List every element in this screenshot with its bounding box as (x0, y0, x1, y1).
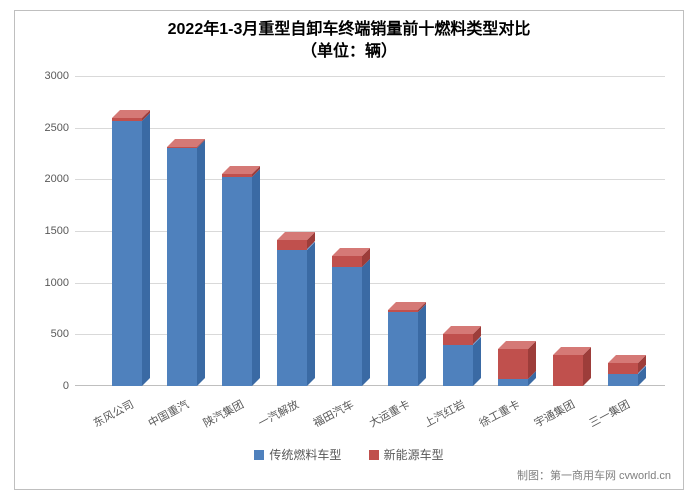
bar-group: 宇通集团 (541, 76, 596, 386)
bar-segment (222, 177, 252, 386)
bar-group: 东风公司 (99, 76, 154, 386)
x-axis-tick-label: 中国重汽 (145, 396, 191, 431)
plot-area: 050010001500200025003000东风公司中国重汽陕汽集团一汽解放… (75, 76, 665, 386)
title-line-2: （单位：辆） (15, 41, 683, 63)
bar-group: 一汽解放 (265, 76, 320, 386)
bar-group: 上汽红岩 (430, 76, 485, 386)
bar-segment (388, 310, 418, 312)
legend-swatch (369, 450, 379, 460)
bar-segment (608, 374, 638, 386)
bar-segment (498, 349, 528, 379)
y-axis-tick-label: 2500 (45, 122, 75, 134)
bar-segment (277, 240, 307, 249)
x-axis-tick-label: 宇通集团 (531, 396, 577, 431)
y-axis-tick-label: 1000 (45, 277, 75, 289)
x-axis-tick-label: 大运重卡 (366, 396, 412, 431)
bar-group: 大运重卡 (375, 76, 430, 386)
y-axis-tick-label: 0 (63, 380, 75, 392)
bar-group: 中国重汽 (154, 76, 209, 386)
bar-group: 徐工重卡 (485, 76, 540, 386)
legend-label: 传统燃料车型 (269, 446, 341, 463)
bar-group: 福田汽车 (320, 76, 375, 386)
bar-segment (443, 345, 473, 386)
y-axis-tick-label: 2000 (45, 173, 75, 185)
bar-segment (553, 355, 583, 386)
y-axis-tick-label: 500 (51, 328, 75, 340)
chart-title: 2022年1-3月重型自卸车终端销量前十燃料类型对比 （单位：辆） (15, 11, 683, 64)
bar-segment (443, 334, 473, 344)
x-axis-tick-label: 陕汽集团 (200, 396, 246, 431)
bar-segment (167, 147, 197, 148)
legend-swatch (254, 450, 264, 460)
x-axis-tick-label: 徐工重卡 (476, 396, 522, 431)
bar-group: 三一集团 (596, 76, 651, 386)
x-axis-tick-label: 三一集团 (587, 396, 633, 431)
bar-segment (388, 312, 418, 386)
bar-segment (608, 363, 638, 373)
bar-segment (332, 267, 362, 386)
bar-segment (498, 379, 528, 386)
x-axis-tick-label: 东风公司 (90, 396, 136, 431)
legend-label: 新能源车型 (384, 446, 444, 463)
title-line-1: 2022年1-3月重型自卸车终端销量前十燃料类型对比 (15, 19, 683, 41)
bar-segment (222, 174, 252, 177)
bar-segment (277, 250, 307, 386)
bar-group: 陕汽集团 (209, 76, 264, 386)
y-axis-tick-label: 3000 (45, 70, 75, 82)
footer-credit: 制图：第一商用车网 cvworld.cn (517, 467, 671, 483)
chart-container: 2022年1-3月重型自卸车终端销量前十燃料类型对比 （单位：辆） 050010… (14, 10, 684, 490)
x-axis-tick-label: 一汽解放 (255, 396, 301, 431)
x-axis-tick-label: 上汽红岩 (421, 396, 467, 431)
x-axis-tick-label: 福田汽车 (311, 396, 357, 431)
bar-segment (167, 148, 197, 386)
bar-segment (332, 256, 362, 267)
y-axis-tick-label: 1500 (45, 225, 75, 237)
legend: 传统燃料车型 新能源车型 (15, 446, 683, 463)
bar-segment (112, 121, 142, 386)
legend-item-newenergy: 新能源车型 (369, 446, 444, 463)
bar-segment (112, 118, 142, 121)
legend-item-traditional: 传统燃料车型 (254, 446, 341, 463)
